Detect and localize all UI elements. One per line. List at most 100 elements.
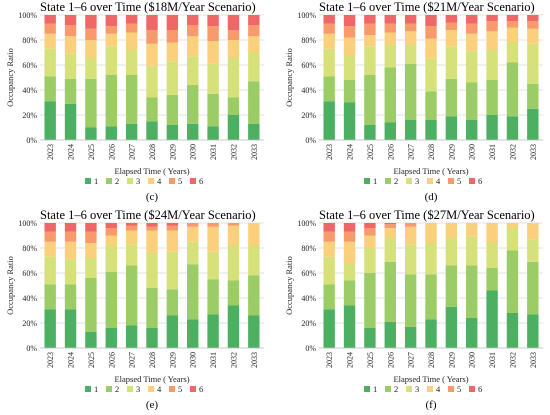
legend-label-5: 5 [457, 176, 461, 186]
bar-2023-state-2 [44, 284, 56, 310]
y-tick-label: 100% [18, 11, 37, 20]
bar-2030-state-5 [466, 23, 478, 34]
bar-2031-state-2 [207, 93, 219, 127]
legend-swatch-4 [427, 386, 433, 392]
bar-2025-state-3 [85, 258, 97, 278]
bar-2029-state-1 [166, 125, 179, 140]
y-axis-label: Occupancy Ratio [284, 48, 294, 107]
bar-2031-state-2 [486, 80, 498, 115]
bar-2025-state-4 [364, 235, 376, 248]
chart-panel-1: State 1–6 over Time ($18M/Year Scenario)… [5, 0, 264, 203]
bar-2027-state-3 [404, 244, 417, 275]
x-tick-label: 2024 [67, 352, 76, 368]
y-tick-label: 80% [22, 244, 37, 253]
legend-label-5: 5 [178, 176, 182, 186]
bar-2029-state-1 [166, 315, 179, 348]
x-axis-label: Elapsed Time ( Years) [114, 374, 189, 384]
bar-2026-state-6 [384, 15, 396, 24]
bar-2033-state-3 [248, 52, 260, 82]
bar-2029-state-2 [166, 289, 179, 316]
bar-2028-state-4 [425, 38, 437, 59]
legend-swatch-5 [169, 178, 175, 184]
bar-2032-state-2 [506, 250, 519, 313]
legend-swatch-2 [385, 386, 391, 392]
x-tick-label: 2029 [447, 144, 456, 160]
legend-swatch-4 [148, 178, 154, 184]
bar-2027-state-6 [125, 223, 138, 226]
bar-2024-state-5 [343, 231, 356, 242]
y-tick-label: 40% [22, 86, 37, 95]
bar-2031-state-4 [486, 223, 498, 243]
bar-2029-state-3 [166, 61, 179, 95]
x-tick-label: 2032 [229, 144, 238, 160]
bar-2027-state-3 [125, 50, 138, 75]
bar-2023-state-4 [44, 33, 56, 49]
bar-2025-state-6 [364, 15, 376, 24]
bar-2027-state-6 [125, 15, 138, 24]
bar-2031-state-3 [486, 50, 498, 80]
bar-2032-state-3 [506, 228, 519, 251]
legend-swatch-6 [469, 178, 475, 184]
legend-swatch-2 [385, 178, 391, 184]
bar-2029-state-4 [166, 42, 179, 62]
bar-2023-state-6 [44, 15, 56, 24]
bar-2029-state-6 [166, 223, 179, 226]
x-tick-label: 2029 [168, 144, 177, 160]
bar-2027-state-5 [125, 23, 138, 33]
bar-2033-state-3 [527, 239, 539, 262]
bar-2026-state-2 [384, 261, 396, 322]
legend-label-4: 4 [157, 176, 162, 186]
bar-2027-state-1 [125, 123, 138, 140]
bar-2030-state-4 [187, 226, 199, 242]
bar-2025-state-5 [364, 23, 376, 35]
bar-2029-state-2 [166, 95, 179, 125]
bar-2023-state-3 [323, 48, 335, 77]
y-tick-label: 40% [301, 294, 316, 303]
bar-2026-state-1 [105, 328, 117, 348]
bar-2023-state-3 [44, 48, 56, 77]
legend-label-1: 1 [94, 384, 98, 394]
bar-2024-state-5 [64, 231, 77, 242]
bar-2027-state-3 [125, 244, 138, 266]
bar-2031-state-3 [486, 243, 498, 268]
y-tick-label: 100% [18, 219, 37, 228]
bar-2026-state-3 [105, 46, 117, 75]
x-tick-label: 2025 [87, 352, 96, 368]
bar-2031-state-6 [207, 15, 219, 27]
bar-2033-state-5 [248, 25, 260, 37]
y-axis-label: Occupancy Ratio [5, 48, 15, 107]
bar-2030-state-2 [187, 85, 199, 124]
legend-swatch-3 [406, 386, 412, 392]
bar-2032-state-1 [227, 305, 240, 348]
bar-2024-state-1 [64, 309, 77, 348]
bar-2033-state-1 [248, 123, 260, 140]
y-tick-label: 20% [22, 111, 37, 120]
x-tick-label: 2023 [325, 352, 334, 368]
legend-swatch-6 [190, 178, 196, 184]
bar-2023-state-2 [323, 76, 335, 102]
bar-2032-state-6 [227, 15, 240, 30]
bar-2033-state-4 [527, 28, 539, 44]
x-tick-label: 2031 [488, 144, 497, 160]
bar-2032-state-5 [506, 21, 519, 28]
bar-2024-state-6 [64, 15, 77, 25]
bar-2025-state-2 [85, 278, 97, 332]
bar-2032-state-2 [227, 97, 240, 115]
bar-2028-state-2 [425, 274, 437, 320]
x-tick-label: 2029 [168, 352, 177, 368]
bar-2031-state-6 [486, 15, 498, 22]
bar-2028-state-5 [146, 226, 158, 231]
bar-2024-state-5 [64, 25, 77, 37]
x-tick-label: 2031 [488, 352, 497, 368]
bar-2023-state-3 [44, 256, 56, 285]
legend-swatch-1 [85, 386, 91, 392]
bar-2025-state-4 [364, 35, 376, 47]
bar-2029-state-1 [445, 116, 458, 140]
bar-2032-state-4 [227, 225, 240, 246]
bar-2024-state-4 [64, 241, 77, 260]
bar-2023-state-6 [323, 15, 335, 24]
bar-2033-state-6 [527, 15, 539, 22]
bar-2027-state-2 [125, 265, 138, 326]
bar-2023-state-5 [323, 23, 335, 34]
legend-label-6: 6 [478, 176, 482, 186]
